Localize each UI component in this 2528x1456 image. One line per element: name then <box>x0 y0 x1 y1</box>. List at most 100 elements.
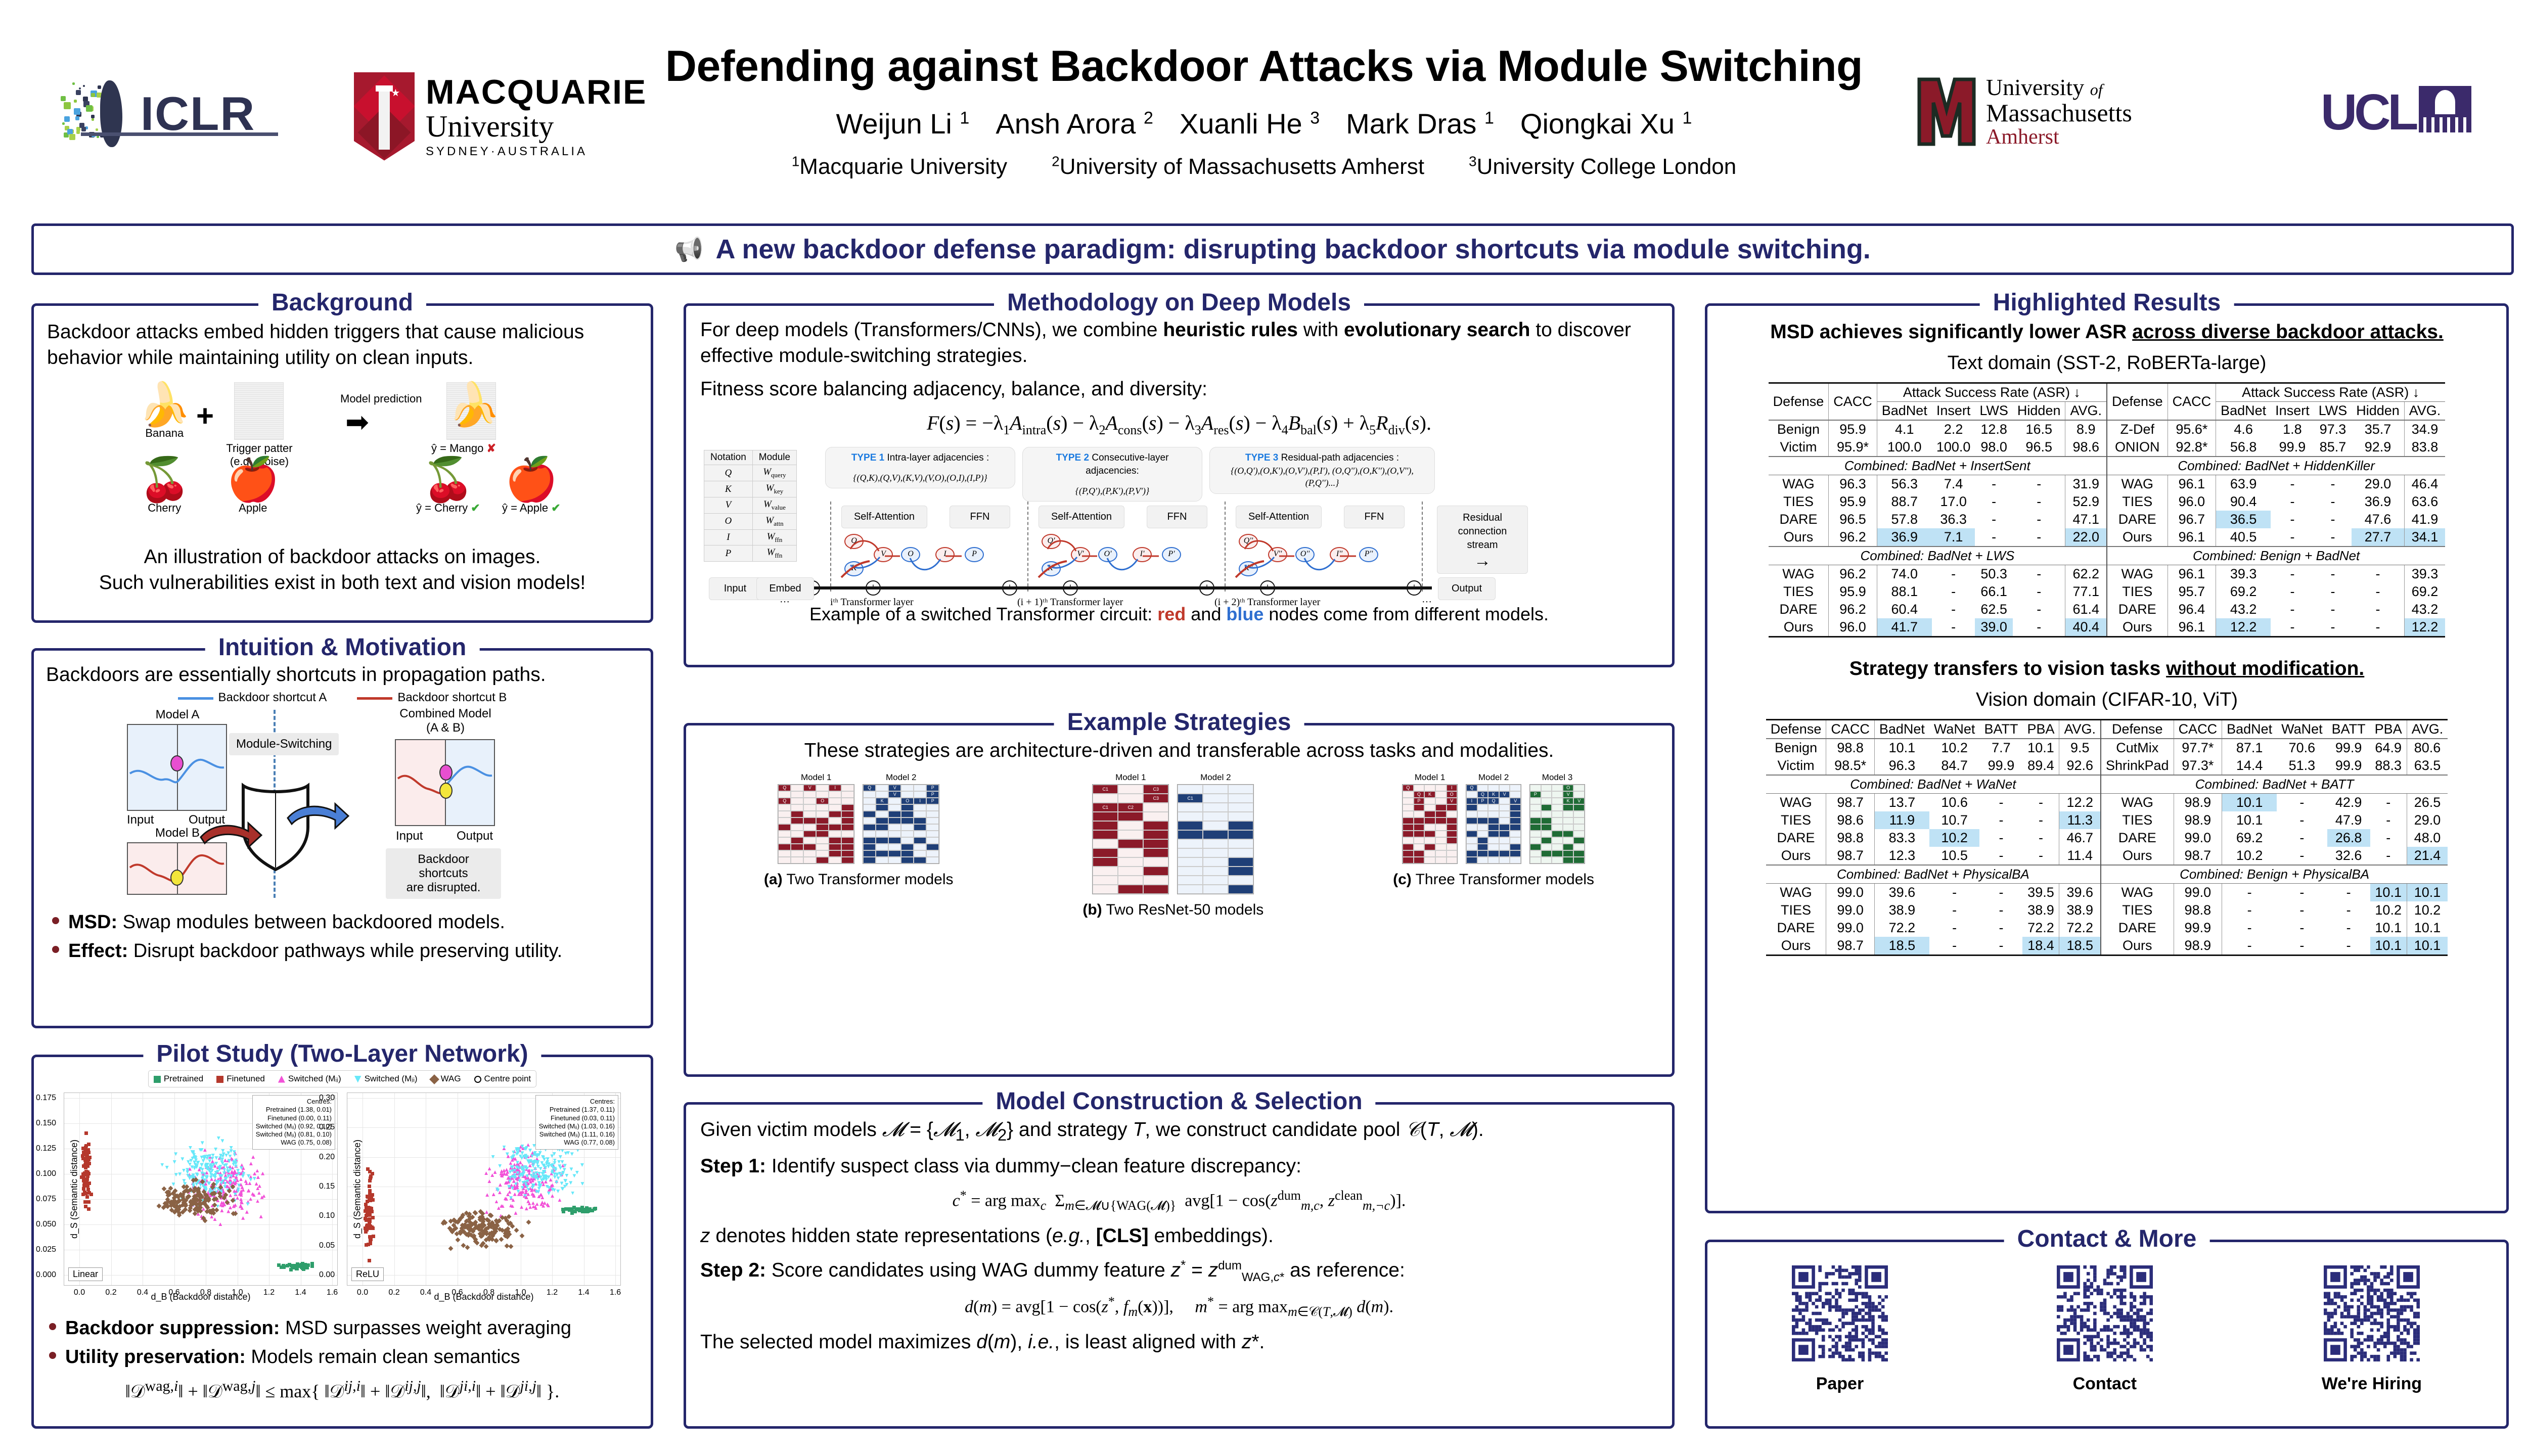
defense-name: WAG <box>2106 565 2168 583</box>
scatter-point <box>236 1169 240 1173</box>
qr-code-icon[interactable] <box>2323 1265 2420 1361</box>
strategy-cell <box>1403 837 1414 844</box>
notation-cell: V <box>704 497 753 514</box>
strategy-cell <box>1499 804 1510 811</box>
asr-value: - <box>2330 584 2335 599</box>
scatter-point <box>556 1176 560 1180</box>
scatter-point <box>86 1207 91 1211</box>
asr-value: 36.9 <box>2364 494 2391 509</box>
trigger-noise-patch <box>234 382 284 440</box>
scatter-point <box>225 1185 230 1189</box>
strategy-cell <box>1573 824 1585 831</box>
cacc-value: 98.9 <box>2173 811 2222 829</box>
scatter-point <box>545 1162 549 1166</box>
asr-value: - <box>2299 830 2305 845</box>
scatter-point <box>229 1149 233 1153</box>
strategy-cell <box>1552 785 1563 792</box>
strategy-cell <box>1118 794 1144 803</box>
scatter-plot: 0.000 0.025 0.050 0.075 0.100 0.125 0.150 0.175… <box>36 1093 338 1302</box>
scatter-point <box>223 1158 227 1162</box>
qr-code-icon[interactable] <box>1791 1265 1888 1361</box>
strategy-cell <box>1203 857 1229 867</box>
asr-value: 92.9 <box>2364 439 2391 454</box>
strategy-cell <box>1435 785 1447 792</box>
strategy-cell <box>863 844 876 851</box>
scatter-point <box>259 1214 263 1218</box>
asr-value: 100.0 <box>1936 439 1971 454</box>
strategy-cell: O <box>1446 791 1458 798</box>
strategy-cell <box>876 857 889 864</box>
qr-item[interactable]: Paper <box>1791 1265 1888 1394</box>
strategy-cell <box>1143 867 1169 876</box>
strategy-cell <box>1499 785 1510 792</box>
strategy-cell <box>1178 848 1203 858</box>
strategy-cell <box>1403 824 1414 831</box>
qr-code-icon[interactable] <box>2056 1265 2153 1361</box>
scatter-point <box>455 1237 461 1243</box>
scatter-point <box>182 1168 186 1172</box>
scatter-point <box>496 1206 501 1210</box>
scatter-point <box>245 1181 249 1186</box>
scatter-point <box>368 1235 372 1239</box>
qr-item[interactable]: Contact <box>2056 1265 2153 1394</box>
asr-value: 12.2 <box>2216 618 2271 636</box>
scatter-point <box>523 1175 527 1179</box>
qr-row: Paper Contact We're Hiring <box>1707 1265 2506 1394</box>
scatter-point <box>218 1164 222 1168</box>
strategy-cell <box>1530 831 1541 838</box>
asr-value: - <box>2290 512 2295 527</box>
strategy-cell <box>1118 812 1144 822</box>
scatter-point <box>282 1265 286 1269</box>
scatter-point <box>198 1166 202 1170</box>
scatter-point <box>365 1228 369 1232</box>
table-row: WAG 96.3 56.3 7.4- -31.9 WAG 96.1 63.9- -29.0 46.… <box>1768 475 2446 493</box>
scatter-point <box>249 1197 253 1201</box>
scatter-point <box>237 1172 241 1176</box>
scatter-point <box>216 1187 220 1191</box>
qr-item[interactable]: We're Hiring <box>2322 1265 2422 1394</box>
x-tick: 0.6 <box>168 1288 180 1297</box>
scatter-point <box>524 1176 528 1180</box>
scatter-point <box>535 1202 539 1206</box>
strategy-model-grid: Model 1 C1 C3 C3 C1 C2 <box>1092 772 1169 895</box>
strategy-caption: (a) Two Transformer models <box>763 871 954 888</box>
asr-value: - <box>2299 902 2305 918</box>
avg-value: 34.1 <box>2404 528 2446 547</box>
strategy-cell <box>816 804 829 811</box>
defense-name: DARE <box>2100 829 2174 847</box>
x-tick: 1.0 <box>232 1288 243 1297</box>
strategy-model-title: Model 1 <box>1115 772 1146 783</box>
strategy-cell <box>1477 831 1488 838</box>
strategy-cell <box>1178 812 1203 822</box>
scatter-point <box>257 1191 261 1195</box>
strategy-cell <box>888 850 901 857</box>
scatter-point <box>505 1197 509 1201</box>
strategy-cell <box>1446 850 1458 857</box>
scatter-point <box>524 1190 528 1194</box>
qr-caption: We're Hiring <box>2321 1374 2422 1393</box>
strategy-cell: V <box>888 791 901 798</box>
strategy-cell <box>1413 811 1425 818</box>
scatter-point <box>512 1163 516 1167</box>
scatter-point <box>540 1200 544 1204</box>
scatter-point <box>550 1171 554 1175</box>
strategy-cell <box>791 837 804 844</box>
scatter-point <box>239 1166 243 1170</box>
scatter-point <box>368 1189 372 1193</box>
scatter-point <box>499 1237 504 1242</box>
strategy-cell <box>926 804 939 811</box>
attack-col-header: Insert <box>1931 401 1975 420</box>
scatter-point <box>203 1148 207 1152</box>
scatter-point <box>506 1154 510 1158</box>
scatter-point <box>582 1209 586 1213</box>
asr-value: - <box>1951 619 1956 634</box>
scatter-point <box>221 1179 225 1183</box>
scatter-point <box>509 1204 513 1208</box>
asr-value: - <box>1992 529 1997 544</box>
scatter-point <box>239 1172 243 1176</box>
asr-value: - <box>2290 529 2295 544</box>
scatter-point <box>561 1172 565 1176</box>
scatter-point <box>531 1164 535 1168</box>
asr-value: 99.9 <box>1988 758 2015 773</box>
vision-results-table-wrap: Defense CACC BadNet WaNet BATT PBA AVG. Defense… <box>1718 719 2496 956</box>
